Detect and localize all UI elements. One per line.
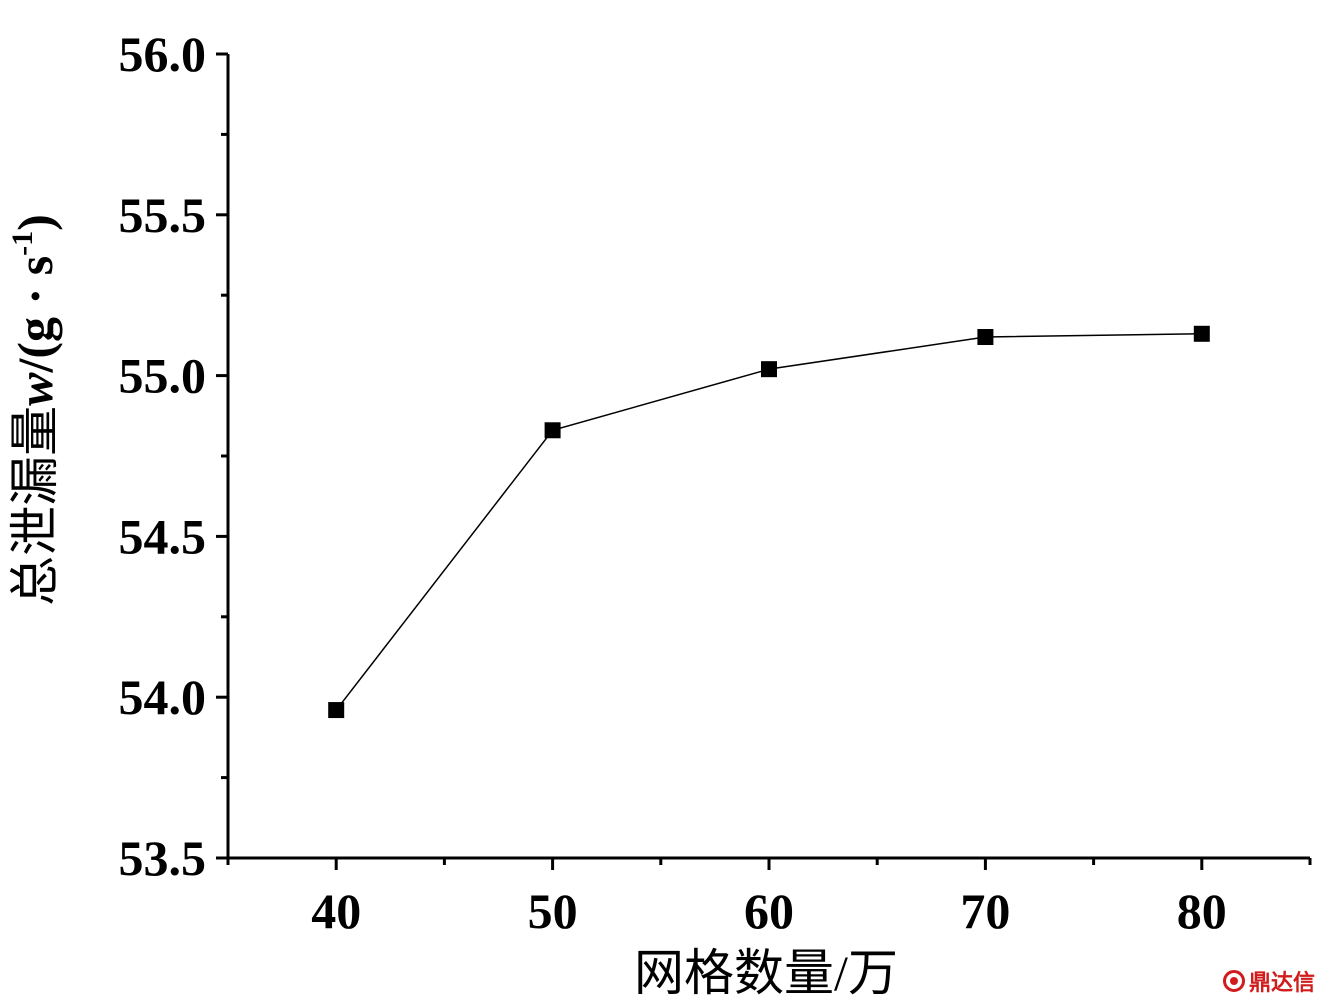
series-line (335, 333, 1202, 711)
data-point-marker (328, 702, 345, 719)
data-point-marker (1193, 325, 1210, 342)
y-ticks: 53.5 54.0 54.5 55.0 55.5 56.0 (119, 26, 228, 886)
watermark-text: 鼎达信 (1248, 971, 1315, 996)
x-tick-label: 50 (528, 883, 578, 939)
y-axis-title-sup: -1 (6, 231, 39, 256)
y-tick-label: 54.5 (119, 508, 207, 564)
axes (226, 54, 1310, 860)
y-axis-title-prefix: 总泄漏量 (7, 406, 63, 606)
data-point-marker (977, 329, 994, 346)
x-ticks: 40 50 60 70 80 (226, 858, 1312, 939)
x-axis-title: 网格数量/万 (634, 945, 898, 1001)
y-axis-title-unit: /(g · s (7, 256, 63, 374)
watermark-logo-icon (1222, 970, 1245, 992)
y-tick-label: 53.5 (119, 830, 207, 886)
y-tick-label: 55.0 (119, 348, 207, 404)
y-tick-label: 54.0 (119, 669, 207, 725)
x-tick-label: 60 (744, 883, 794, 939)
y-tick-label: 56.0 (119, 26, 207, 82)
data-point-marker (761, 361, 777, 378)
series-group (328, 325, 1210, 719)
x-tick-label: 40 (311, 883, 361, 939)
y-axis-title: 总泄漏量w/(g · s-1) (6, 214, 63, 606)
y-tick-label: 55.5 (119, 187, 207, 243)
x-tick-label: 70 (960, 883, 1010, 939)
data-point-marker (544, 422, 561, 439)
watermark: 鼎达信 (1222, 965, 1315, 997)
y-axis-title-close: ) (7, 214, 63, 231)
y-axis-title-var: w (7, 372, 63, 406)
x-tick-label: 80 (1177, 883, 1227, 939)
